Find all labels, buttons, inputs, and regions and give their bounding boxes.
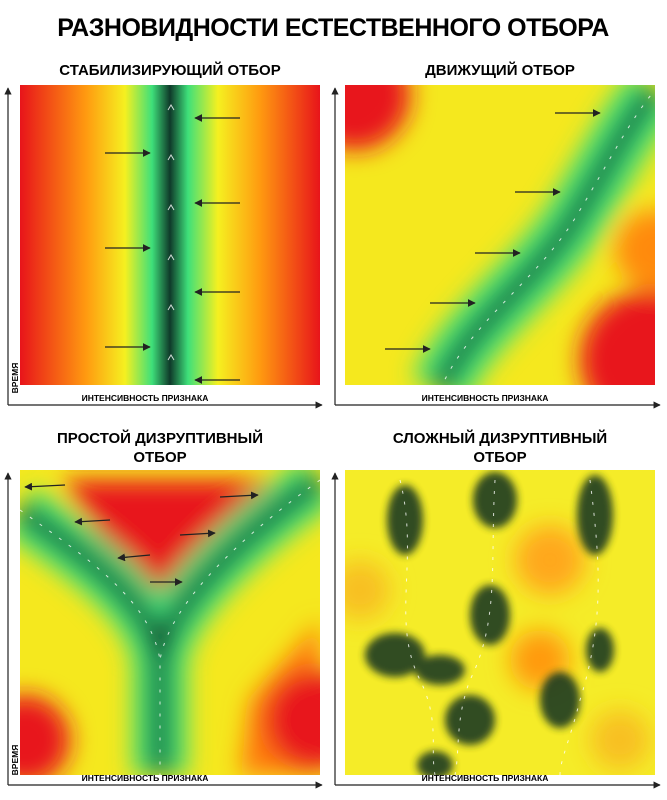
x-axis-label: ИНТЕНСИВНОСТЬ ПРИЗНАКА <box>82 773 209 783</box>
panel-4-heatmap <box>345 470 655 775</box>
arrows <box>385 109 601 353</box>
panel-1-heatmap <box>20 85 320 385</box>
panel-title: ОТБОР <box>473 449 526 466</box>
panel-title: СЛОЖНЫЙ ДИЗРУПТИВНЫЙ <box>393 429 607 447</box>
x-axis-label: ИНТЕНСИВНОСТЬ ПРИЗНАКА <box>82 393 209 403</box>
y-axis-label: ВРЕМЯ <box>10 363 20 394</box>
axes <box>331 472 661 789</box>
panel-3-heatmap <box>20 470 320 775</box>
axes <box>4 87 323 409</box>
panel-title: ДВИЖУЩИЙ ОТБОР <box>425 61 575 79</box>
arrows <box>24 482 259 586</box>
panel-title: ПРОСТОЙ ДИЗРУПТИВНЫЙ <box>57 429 263 447</box>
main-title: РАЗНОВИДНОСТИ ЕСТЕСТВЕННОГО ОТБОРА <box>57 14 609 42</box>
axes <box>4 472 323 789</box>
panel-title: ОТБОР <box>133 449 186 466</box>
panel-title: СТАБИЛИЗИРУЮЩИЙ ОТБОР <box>59 61 280 79</box>
x-axis-label: ИНТЕНСИВНОСТЬ ПРИЗНАКА <box>422 393 549 403</box>
y-axis-label: ВРЕМЯ <box>10 745 20 776</box>
panel-2-heatmap <box>345 85 655 385</box>
arrows <box>105 114 240 384</box>
x-axis-label: ИНТЕНСИВНОСТЬ ПРИЗНАКА <box>422 773 549 783</box>
axes <box>331 87 661 409</box>
